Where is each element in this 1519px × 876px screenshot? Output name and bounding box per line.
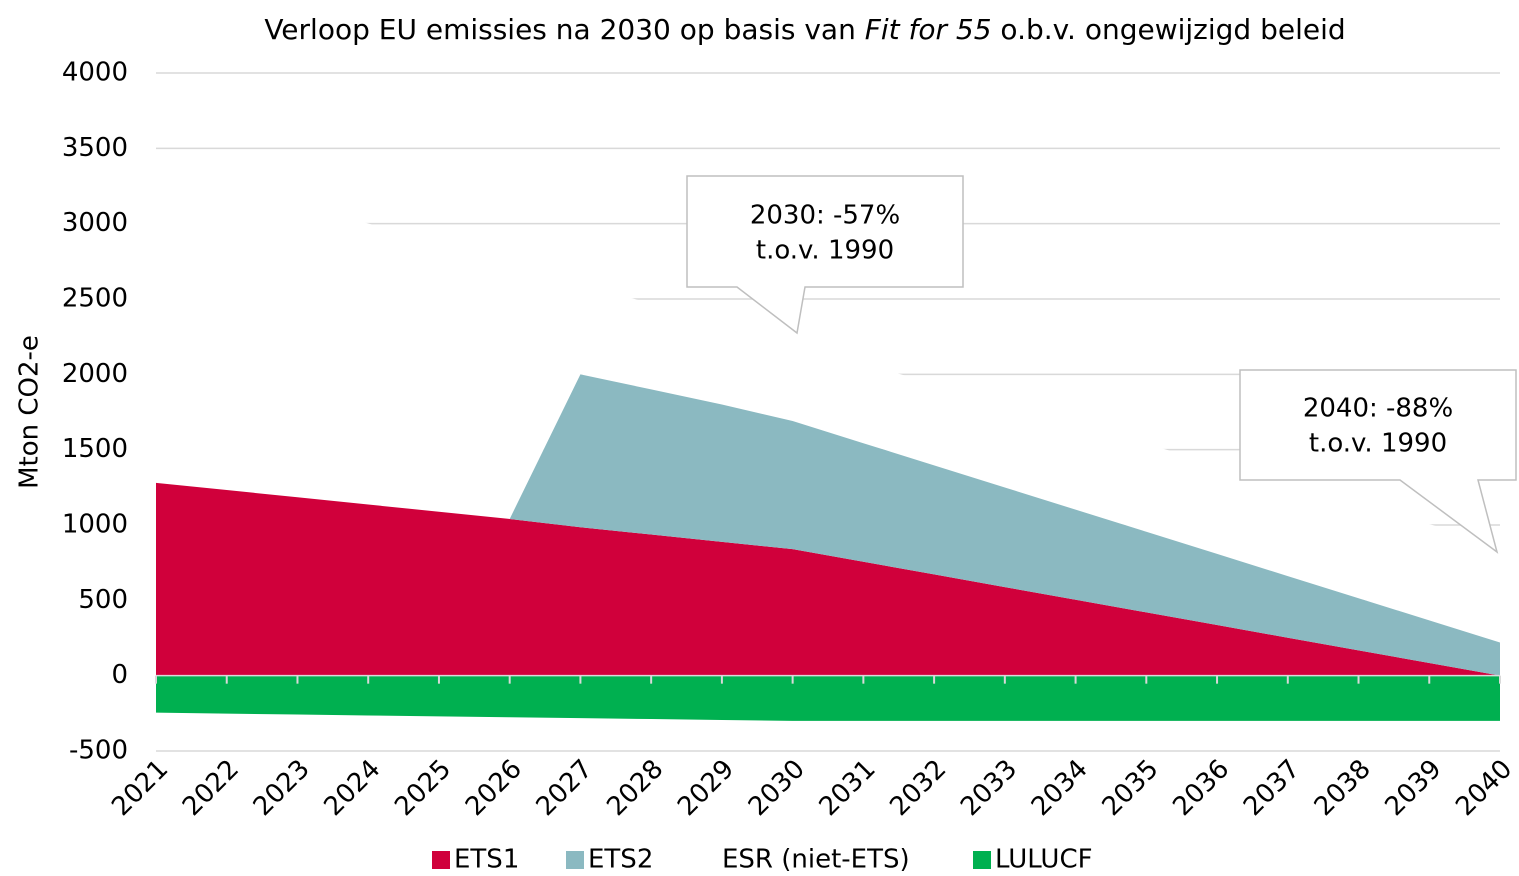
x-tick-label: 2023 (248, 754, 316, 822)
legend-label: ETS2 (588, 845, 653, 875)
legend-label: ETS1 (454, 845, 519, 875)
x-tick-label: 2040 (1450, 754, 1518, 822)
x-tick-label: 2025 (389, 754, 457, 822)
x-tick-label: 2039 (1380, 754, 1448, 822)
x-tick-label: 2026 (460, 754, 528, 822)
legend-swatch (973, 851, 991, 869)
legend-swatch (700, 851, 718, 869)
area (509, 374, 1500, 676)
callout-box (1239, 369, 1517, 554)
legend-swatch (566, 851, 584, 869)
area (156, 482, 1500, 676)
callout-box (686, 175, 964, 335)
y-tick-label: 2000 (62, 359, 128, 389)
y-tick-label: 3000 (62, 208, 128, 238)
callout: 2030: -57% t.o.v. 1990 (686, 175, 964, 335)
y-axis-label: Mton CO2-e (15, 335, 45, 489)
y-tick-label: 500 (78, 585, 128, 615)
chart-title: Verloop EU emissies na 2030 op basis van… (264, 13, 1345, 46)
annotation-text: 2040: -88% (1303, 394, 1453, 424)
x-tick-label: 2027 (531, 754, 599, 822)
legend-label: ESR (niet-ETS) (722, 845, 910, 875)
x-tick-label: 2022 (177, 754, 245, 822)
x-tick-label: 2033 (955, 754, 1023, 822)
y-tick-label: 4000 (62, 58, 128, 88)
y-tick-label: 1500 (62, 434, 128, 464)
title-part: Verloop EU emissies na 2030 op basis van (264, 13, 864, 46)
legend: ETS1 ETS2 ESR (niet-ETS) LULUCF (432, 845, 1093, 875)
x-tick-label: 2031 (814, 754, 882, 822)
legend-swatch (432, 851, 450, 869)
area (156, 675, 1500, 721)
x-tick-label: 2038 (1309, 754, 1377, 822)
annotation-text: t.o.v. 1990 (756, 236, 894, 266)
x-tick-label: 2029 (672, 754, 740, 822)
y-tick-label: 1000 (62, 510, 128, 540)
title-part: Fit for 55 (865, 13, 992, 46)
annotation-text: t.o.v. 1990 (1309, 429, 1447, 459)
x-tick-label: 2024 (318, 754, 386, 822)
x-tick-label: 2036 (1167, 754, 1235, 822)
x-tick-label: 2035 (1097, 754, 1165, 822)
y-tick-label: 2500 (62, 284, 128, 314)
annotation-text: 2030: -57% (750, 201, 900, 231)
legend-label: LULUCF (995, 845, 1093, 875)
callout: 2040: -88% t.o.v. 1990 (1239, 369, 1517, 554)
x-tick-label: 2037 (1238, 754, 1306, 822)
y-tick-label: 3500 (62, 133, 128, 163)
area (156, 163, 1500, 643)
areas (156, 163, 1500, 721)
y-tick-label: 0 (111, 660, 128, 690)
x-tick-label: 2028 (601, 754, 669, 822)
x-tick-label: 2032 (884, 754, 952, 822)
x-tick-label: 2030 (743, 754, 811, 822)
y-tick-label: -500 (69, 736, 128, 766)
title-part: o.b.v. ongewijzigd beleid (992, 13, 1346, 46)
x-tick-label: 2034 (1026, 754, 1094, 822)
